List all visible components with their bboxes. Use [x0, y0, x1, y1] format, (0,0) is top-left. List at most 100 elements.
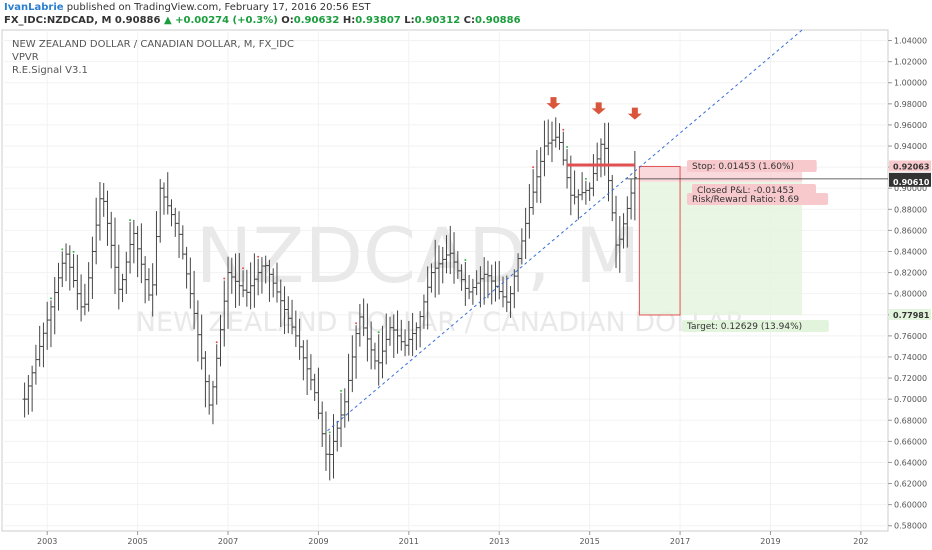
ohlc-bar: [286, 296, 291, 334]
ohlc-bar: [478, 266, 483, 308]
ohlc-bar: [531, 166, 536, 215]
down-arrow-icon: [546, 97, 561, 110]
ohlc-bar: [410, 312, 415, 357]
ohlc-bar: [384, 313, 389, 365]
pnl-label-text: Closed P&L: -0.01453: [697, 186, 794, 196]
ohlc-bar: [501, 276, 506, 308]
signal-dot: [566, 146, 569, 149]
ohlc-bar: [425, 266, 430, 330]
ohlc-bar: [576, 189, 581, 220]
ohlc-bar: [421, 294, 426, 329]
ohlc-bar: [361, 298, 366, 337]
ohlc-bar: [516, 253, 521, 292]
x-tick-label: 202: [853, 537, 868, 546]
y-tick-label: 1.02000: [894, 58, 927, 67]
ohlc-bar: [128, 219, 133, 274]
y-tick-label: 0.76000: [894, 332, 927, 341]
ohlc-bar: [527, 184, 532, 239]
stop-label-bg: [687, 160, 817, 172]
ohlc-bar: [113, 217, 118, 295]
ohlc-bar: [485, 260, 490, 299]
ohlc-bar: [546, 119, 551, 156]
ohlc-bar: [542, 120, 547, 177]
y-tick-label: 0.70000: [894, 395, 927, 404]
ohlc-bar: [561, 128, 566, 166]
signal-dot: [257, 255, 260, 258]
ohlc-bar: [41, 322, 46, 368]
signal-dot: [61, 248, 64, 251]
target-label: Target: 0.12629 (13.94%): [682, 320, 829, 332]
ohlc-bar: [595, 142, 600, 181]
ohlc-bar: [143, 256, 148, 304]
price-badge-bg: [889, 160, 931, 172]
position-outline: [638, 165, 681, 316]
ohlc-bar: [580, 172, 585, 201]
ohlc-line: FX_IDC:NZDCAD, M 0.90886 ▲ +0.00274 (+0.…: [4, 15, 521, 26]
last-price: 0.90886: [114, 15, 161, 26]
ohlc-bar: [301, 340, 306, 381]
y-tick-label: 0.90000: [894, 184, 927, 193]
ohlc-bar: [218, 314, 223, 367]
ohlc-bar: [557, 123, 562, 150]
ohlc-bar: [165, 172, 170, 215]
ohlc-bar: [173, 207, 178, 237]
close-label: C:: [463, 15, 475, 26]
signal-dot: [129, 219, 132, 222]
ohlc-bar: [30, 365, 35, 412]
ohlc-bar: [199, 314, 204, 370]
signal-dot: [355, 322, 358, 325]
ohlc-bar: [48, 297, 53, 348]
ohlc-bar: [433, 239, 438, 298]
ohlc-bar: [418, 311, 423, 348]
ohlc-bar: [271, 268, 276, 298]
author-link[interactable]: IvanLabrie: [4, 2, 64, 13]
x-tick-label: 2005: [127, 537, 147, 546]
price-badge: 0.77981: [889, 308, 931, 320]
ohlc-bar: [606, 122, 611, 202]
symbol-label[interactable]: FX_IDC:NZDCAD, M: [4, 15, 112, 26]
ohlc-bar: [150, 263, 155, 317]
ohlc-bar: [572, 170, 577, 205]
ohlc-bar: [256, 255, 261, 296]
ohlc-bar: [376, 331, 381, 386]
ohlc-bar: [169, 199, 174, 227]
x-tick-label: 2003: [37, 537, 57, 546]
ohlc-bar: [282, 286, 287, 335]
ohlc-bar: [436, 245, 441, 295]
ohlc-bar: [116, 244, 121, 310]
ohlc-bar: [323, 411, 328, 471]
ohlc-bar: [241, 267, 246, 298]
y-tick-label: 0.86000: [894, 226, 927, 235]
down-arrow-icon: [627, 107, 642, 120]
ohlc-bar: [470, 278, 475, 305]
ohlc-bar: [274, 262, 279, 303]
ohlc-bar: [109, 211, 114, 269]
ohlc-bar: [625, 196, 630, 248]
ohlc-bar: [598, 138, 603, 178]
ohlc-bar: [101, 183, 106, 217]
legend-indicator-signal[interactable]: R.E.Signal V3.1: [12, 65, 88, 76]
ohlc-bar: [602, 122, 607, 176]
ohlc-bar: [414, 322, 419, 351]
trend-line: [327, 29, 803, 432]
y-tick-label: 0.66000: [894, 437, 927, 446]
y-tick-label: 0.98000: [894, 100, 927, 109]
signal-dot: [49, 297, 52, 300]
ohlc-bar: [610, 174, 615, 222]
ohlc-bar: [267, 259, 272, 302]
price-badge-text: 0.92063: [893, 162, 929, 171]
y-tick-label: 0.68000: [894, 416, 927, 425]
ohlc-bar: [395, 310, 400, 354]
ohlc-bar: [226, 256, 231, 329]
target-label-text: Target: 0.12629 (13.94%): [686, 322, 802, 332]
time-axis[interactable]: 2003 2005 2007 2009 2011 2013 2015 2017 2019 202: [37, 531, 869, 546]
ohlc-bar: [45, 301, 50, 350]
price-axis[interactable]: 0.58000 0.60000 0.62000 0.64000 0.66000 0.680…: [888, 37, 931, 531]
legend-indicator-vpvr[interactable]: VPVR: [12, 52, 39, 63]
x-tick-label: 2017: [670, 537, 690, 546]
rr-label-bg: [687, 193, 829, 205]
ohlc-bar: [67, 245, 72, 291]
signal-dot: [215, 341, 218, 344]
ohlc-bar: [346, 353, 351, 422]
